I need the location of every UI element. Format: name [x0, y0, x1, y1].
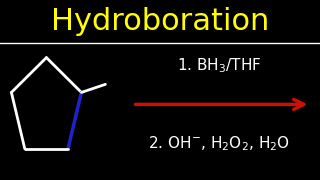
Text: Hydroboration: Hydroboration — [51, 7, 269, 36]
Text: 2. OH$^{-}$, H$_2$O$_2$, H$_2$O: 2. OH$^{-}$, H$_2$O$_2$, H$_2$O — [148, 135, 290, 153]
Text: 1. $\mathregular{BH_3}$/THF: 1. $\mathregular{BH_3}$/THF — [177, 56, 261, 75]
